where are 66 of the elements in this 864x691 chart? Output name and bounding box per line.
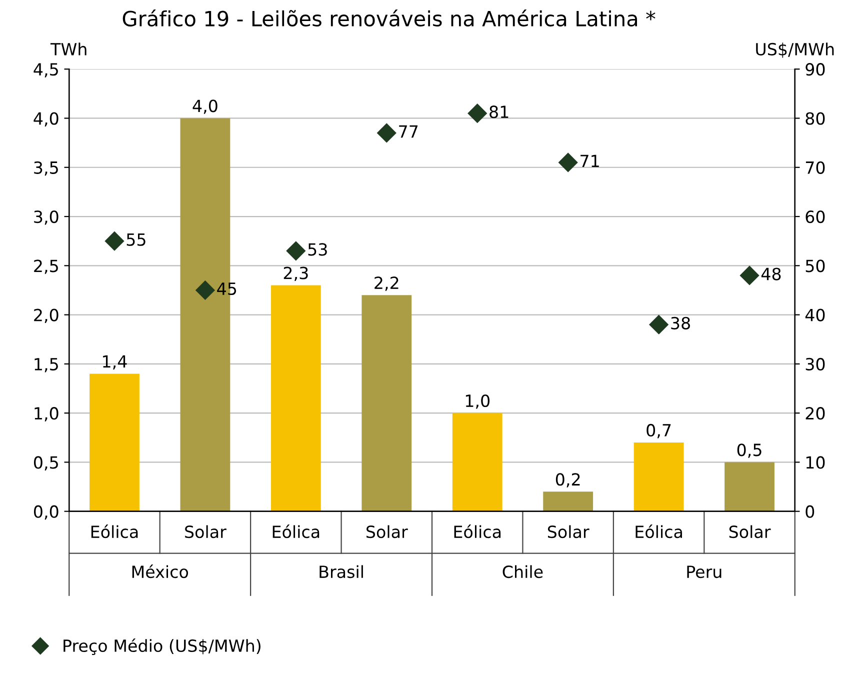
x-tick-label: Eólica <box>636 524 682 538</box>
text: Brasil <box>320 565 363 578</box>
data-label: 38 <box>671 316 690 330</box>
y-tick-label: 1,5 <box>34 358 58 372</box>
y2-tick-label: 50 <box>806 260 825 272</box>
bar <box>543 492 594 512</box>
y2-tick-label: 40 <box>805 308 825 322</box>
y-tick-label: 2,0 <box>34 308 58 324</box>
y-tick-label: 3,0 <box>34 210 58 225</box>
y2-tick-label: 90 <box>806 63 825 76</box>
data-label: 0,2 <box>556 473 580 488</box>
y2-tick-label: 10 <box>806 456 825 469</box>
bar <box>362 295 412 512</box>
data-label: 1,0 <box>466 394 490 409</box>
y-tick-label: 2,5 <box>34 260 58 274</box>
data-label: 2,2 <box>374 276 398 291</box>
y-tick-label: 4,5 <box>34 63 58 78</box>
y2-tick-label: 30 <box>806 358 825 370</box>
legend-label: Preço Médio (US$/MWh) <box>64 638 260 656</box>
data-label: 1,4 <box>103 355 127 370</box>
data-label: 2,3 <box>284 266 308 281</box>
y2-tick-label: 80 <box>806 112 825 125</box>
data-label: 0,5 <box>737 444 762 458</box>
data-label: 4,0 <box>192 100 218 114</box>
bar <box>452 413 502 512</box>
bar <box>634 442 684 512</box>
y2-tick-label: 60 <box>806 210 825 224</box>
bar <box>90 374 140 512</box>
point <box>286 241 306 260</box>
point <box>196 280 215 300</box>
x-tick-label: Solar <box>729 525 771 538</box>
y-tick-label: 0,0 <box>34 505 58 520</box>
point <box>558 152 578 172</box>
y-tick-label: 4,0 <box>34 112 58 127</box>
point <box>468 104 487 123</box>
y2-tick-label: 20 <box>806 407 825 420</box>
text: Peru <box>687 566 722 578</box>
data-label: 53 <box>308 243 327 256</box>
point <box>649 315 668 334</box>
x-tick-label: Eólica <box>272 524 320 538</box>
y-tick-label: 0,5 <box>34 456 58 470</box>
x-tick-label: Solar <box>185 525 226 538</box>
point <box>377 123 396 143</box>
x-tick-label: Solar <box>548 525 590 538</box>
bar <box>270 285 321 512</box>
x-tick-label: Solar <box>366 525 408 538</box>
y2-axis-title: US$/MWh <box>756 42 834 58</box>
chart-title: Gráfico 19 - Leilões renováveis na América Latina * <box>122 10 656 26</box>
data-label: 71 <box>580 154 599 168</box>
y2-tick-label: 0 <box>806 505 814 518</box>
y-tick-label: 3,5 <box>34 161 58 176</box>
point <box>104 232 124 251</box>
data-label: 77 <box>399 125 418 138</box>
y2-tick-label: 70 <box>806 161 825 174</box>
x-tick-label: Eólica <box>454 524 501 538</box>
bar <box>724 462 774 512</box>
data-label: 48 <box>761 268 781 280</box>
data-label: 0,7 <box>646 424 671 438</box>
y-axis-title: TWh <box>50 42 86 56</box>
text: Chile <box>502 565 543 578</box>
data-label: 55 <box>126 234 146 246</box>
text: México <box>132 564 188 578</box>
point <box>740 266 760 286</box>
x-tick-label: Eólica <box>91 524 138 538</box>
y-tick-label: 1,0 <box>34 407 58 422</box>
data-label: 81 <box>490 106 508 118</box>
